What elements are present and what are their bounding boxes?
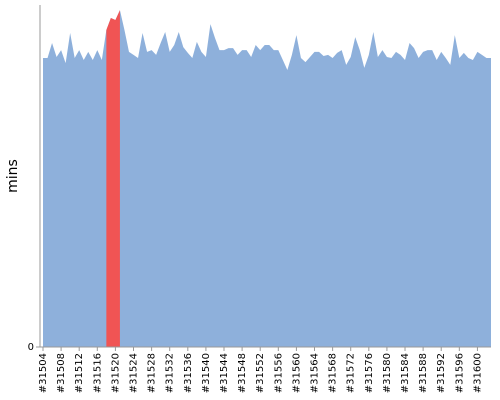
x-tick-label: #31564 — [310, 353, 321, 393]
y-tick-label: 0 — [28, 342, 34, 353]
x-tick-label: #31588 — [418, 353, 429, 393]
area — [106, 10, 120, 347]
x-tick-label: #31580 — [382, 353, 393, 393]
x-tick-label: #31600 — [472, 353, 483, 393]
x-tick-label: #31596 — [454, 353, 465, 393]
x-tick-label: #31560 — [291, 353, 302, 393]
area — [43, 10, 491, 347]
x-tick-label: #31540 — [201, 353, 212, 393]
x-tick-label: #31544 — [219, 353, 230, 393]
x-tick-label: #31568 — [328, 353, 339, 393]
x-tick-label: #31536 — [183, 353, 194, 393]
x-tick-label: #31520 — [110, 353, 121, 393]
x-tick-label: #31592 — [436, 353, 447, 393]
x-tick-label: #31524 — [129, 353, 140, 393]
x-tick-label: #31584 — [400, 353, 411, 393]
x-tick-label: #31512 — [74, 353, 85, 393]
x-tick-label: #31548 — [237, 353, 248, 393]
x-tick-label: #31552 — [255, 353, 266, 393]
x-tick-label: #31576 — [364, 353, 375, 393]
y-axis-label: mins — [5, 159, 21, 193]
x-tick-label: #31572 — [346, 353, 357, 393]
x-tick-label: #31532 — [165, 353, 176, 393]
x-tick-label: #31504 — [38, 353, 49, 393]
x-tick-label: #31508 — [56, 353, 67, 393]
x-tick-label: #31556 — [273, 353, 284, 393]
x-tick-label: #31528 — [147, 353, 158, 393]
x-tick-label: #31516 — [92, 353, 103, 393]
